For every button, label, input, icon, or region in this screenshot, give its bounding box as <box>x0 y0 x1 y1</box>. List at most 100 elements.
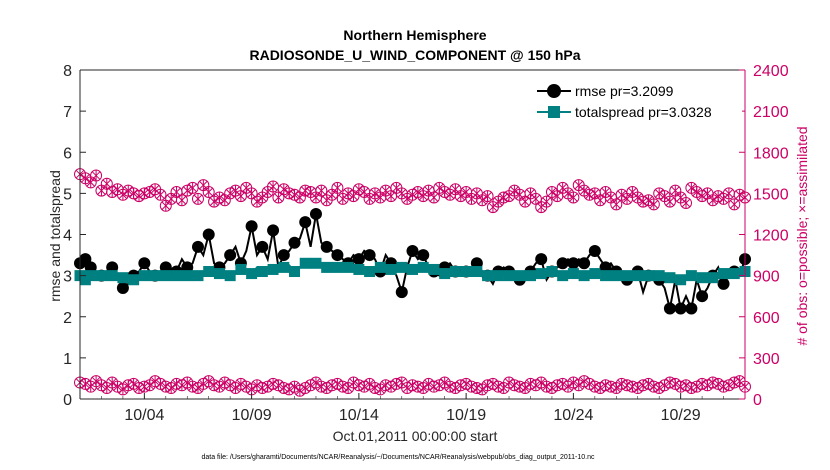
rmse-point <box>535 253 548 266</box>
legend: rmse pr=3.2099 totalspread pr=3.0328 <box>532 76 742 126</box>
rmse-point <box>406 244 419 257</box>
totalspread-point <box>374 261 386 273</box>
obs-possible-point <box>680 196 693 209</box>
totalspread-series <box>74 257 751 286</box>
totalspread-point <box>439 268 451 280</box>
y-tick-label-right: 600 <box>753 310 780 327</box>
y-tick-label-right: 900 <box>753 269 780 286</box>
totalspread-point <box>653 270 665 282</box>
totalspread-point <box>203 266 215 278</box>
obs-possible-point <box>197 377 210 390</box>
y-axis-left-label: rmse and totalspread <box>47 170 63 302</box>
data-file-footnote: data file: /Users/gharamti/Documents/NCA… <box>201 454 595 461</box>
totalspread-point <box>675 274 687 286</box>
totalspread-point <box>385 263 397 275</box>
x-tick-label: 10/14 <box>339 407 379 424</box>
rmse-point <box>588 244 601 257</box>
totalspread-point <box>546 266 558 278</box>
legend-rmse-marker <box>547 84 561 98</box>
obs-possible-point <box>272 191 285 204</box>
totalspread-point <box>632 270 644 282</box>
rmse-point <box>288 236 301 249</box>
obs-possible-point <box>315 184 328 197</box>
rmse-point <box>245 220 258 233</box>
y-tick-label-right: 1500 <box>753 186 789 203</box>
obs-possible-point <box>610 198 623 211</box>
obs-possible-point <box>234 190 247 203</box>
rmse-point <box>663 302 676 315</box>
y-tick-label-left: 3 <box>63 269 72 286</box>
totalspread-point <box>718 268 730 280</box>
x-tick-label: 10/24 <box>553 407 593 424</box>
obs-possible-point <box>326 188 339 201</box>
y-tick-label-left: 0 <box>63 392 72 409</box>
obs-possible-point <box>100 177 113 190</box>
rmse-point <box>224 249 237 262</box>
totalspread-point <box>246 268 258 280</box>
rmse-point <box>267 224 280 237</box>
rmse-point <box>685 302 698 315</box>
obs-possible-point <box>202 186 215 199</box>
totalspread-point <box>95 270 107 282</box>
chart-subtitle: RADIOSONDE_U_WIND_COMPONENT @ 150 hPa <box>249 47 580 63</box>
totalspread-point <box>482 270 494 282</box>
totalspread-point <box>321 261 333 273</box>
totalspread-point <box>407 263 418 275</box>
totalspread-point <box>213 268 225 280</box>
obs-possible-point <box>610 382 623 395</box>
rmse-point <box>578 257 591 270</box>
obs-possible-point <box>647 198 660 211</box>
y-tick-label-right: 0 <box>753 392 762 409</box>
totalspread-point <box>557 270 569 282</box>
x-tick-label: 10/04 <box>124 407 164 424</box>
y-tick-label-left: 1 <box>63 351 72 368</box>
totalspread-point <box>224 270 236 282</box>
totalspread-point <box>289 266 301 278</box>
obs-possible-point <box>170 186 183 199</box>
obs-possible-point <box>658 379 671 392</box>
obs-possible-point <box>663 195 676 208</box>
totalspread-point <box>396 261 408 273</box>
totalspread-point <box>460 266 472 278</box>
obs-possible-point <box>427 191 440 204</box>
totalspread-point <box>578 270 590 282</box>
totalspread-point <box>256 266 268 278</box>
totalspread-point <box>128 274 140 286</box>
totalspread-point <box>428 263 440 275</box>
totalspread-point <box>600 270 612 282</box>
y-ticks-left: 0 1 2 3 4 5 6 7 8 <box>63 63 86 409</box>
obs-possible-point <box>245 187 258 200</box>
rmse-point <box>717 277 730 290</box>
totalspread-point <box>267 263 279 275</box>
totalspread-point <box>85 270 97 282</box>
totalspread-point <box>492 270 504 282</box>
y-tick-label-right: 2400 <box>753 63 789 80</box>
totalspread-point <box>589 268 601 280</box>
rmse-point <box>395 286 408 299</box>
totalspread-point <box>471 266 483 278</box>
rmse-point <box>556 257 569 270</box>
totalspread-point <box>138 270 150 282</box>
totalspread-point <box>149 270 161 282</box>
y-tick-label-right: 300 <box>753 351 780 368</box>
totalspread-point <box>567 268 579 280</box>
obs-possible-point <box>293 191 306 204</box>
totalspread-point <box>353 263 365 275</box>
x-tick-label: 10/09 <box>232 407 272 424</box>
obs-possible-point <box>728 198 741 211</box>
rmse-point <box>299 216 312 229</box>
rmse-point <box>696 290 709 303</box>
totalspread-point <box>342 261 354 273</box>
totalspread-point <box>621 270 633 282</box>
totalspread-point <box>171 270 183 282</box>
y-tick-label-right: 1800 <box>753 145 789 162</box>
totalspread-point <box>192 270 204 282</box>
obs-possible-point <box>191 192 204 205</box>
totalspread-point <box>181 270 193 282</box>
rmse-point <box>138 257 151 270</box>
obs-possible-point <box>331 181 344 194</box>
rmse-point <box>191 240 204 253</box>
obs-possible-point <box>385 190 398 203</box>
obs-possible-point <box>175 194 188 207</box>
